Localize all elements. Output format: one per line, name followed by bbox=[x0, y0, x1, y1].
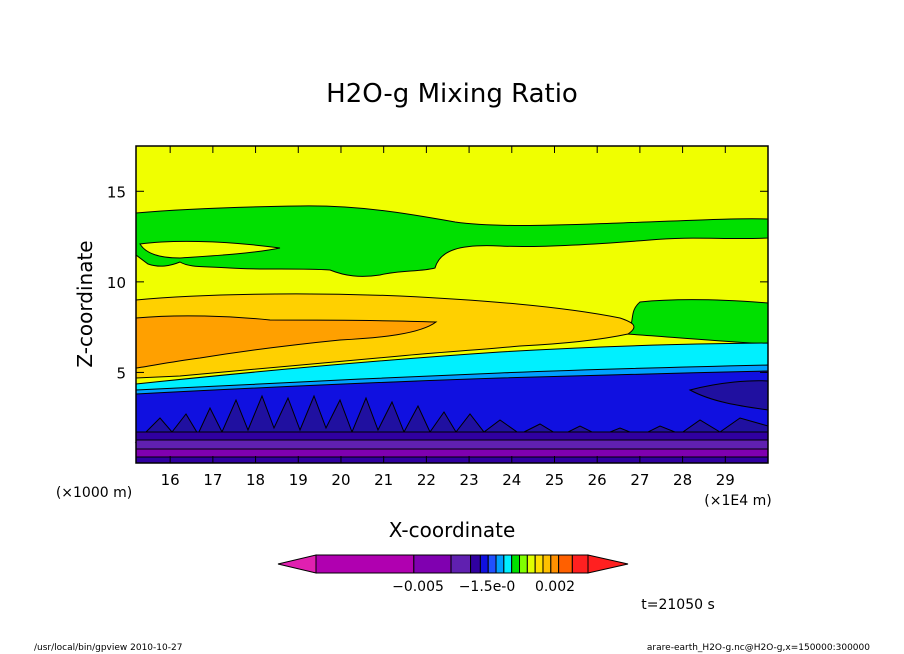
colorbar-segment bbox=[534, 554, 544, 574]
x-tick-label: 27 bbox=[630, 471, 649, 489]
colorbar-segment bbox=[450, 554, 472, 574]
x-tick-label: 26 bbox=[588, 471, 607, 489]
x-tick-label: 23 bbox=[460, 471, 479, 489]
colorbar-segment bbox=[470, 554, 481, 574]
contour-orange bbox=[135, 315, 438, 369]
colorbar-low-arrow bbox=[277, 554, 317, 574]
colorbar-segment bbox=[558, 554, 573, 574]
colorbar-segment bbox=[487, 554, 497, 574]
contour-bottom bbox=[135, 456, 769, 464]
x-tick-label: 24 bbox=[502, 471, 521, 489]
contour-green-right bbox=[624, 299, 769, 345]
colorbar-segment bbox=[526, 554, 536, 574]
x-tick-label: 28 bbox=[673, 471, 692, 489]
footer-left: /usr/local/bin/gpview 2010-10-27 bbox=[34, 643, 182, 653]
x-tick-label: 29 bbox=[716, 471, 735, 489]
plot-area bbox=[134, 145, 769, 464]
contour-violet bbox=[135, 439, 769, 450]
colorbar-segment bbox=[519, 554, 528, 574]
colorbar-label-1: −0.005 bbox=[392, 579, 444, 595]
colorbar-segment bbox=[479, 554, 489, 574]
colorbar-segment bbox=[495, 554, 505, 574]
x-axis-ticks: 16 17 18 19 20 21 22 23 24 25 26 27 28 29 bbox=[161, 146, 735, 489]
colorbar-label-3: 0.002 bbox=[535, 579, 575, 595]
x-unit-label: (×1E4 m) bbox=[704, 493, 771, 509]
colorbar-segment bbox=[511, 554, 521, 574]
y-tick-label: 10 bbox=[107, 274, 126, 292]
y-tick-label: 5 bbox=[116, 364, 126, 382]
contour-purple bbox=[135, 448, 769, 458]
x-tick-label: 22 bbox=[417, 471, 436, 489]
time-annotation: t=21050 s bbox=[641, 597, 715, 613]
y-axis-ticks: 5 10 15 bbox=[107, 183, 768, 382]
colorbar-segment bbox=[571, 554, 589, 574]
y-tick-label: 15 bbox=[107, 183, 126, 201]
contour-yellow-pocket bbox=[139, 240, 281, 259]
x-tick-label: 21 bbox=[374, 471, 393, 489]
x-tick-label: 16 bbox=[161, 471, 180, 489]
x-tick-label: 18 bbox=[246, 471, 265, 489]
footer-right: arare-earth_H2O-g.nc@H2O-g,x=150000:3000… bbox=[647, 643, 870, 653]
y-axis-label: Z-coordinate bbox=[73, 240, 97, 367]
colorbar-segment bbox=[550, 554, 560, 574]
colorbar-segment bbox=[315, 554, 415, 574]
colorbar-segment bbox=[503, 554, 513, 574]
colorbar-label-2: −1.5e-0 bbox=[459, 579, 516, 595]
chart-title: H2O-g Mixing Ratio bbox=[326, 79, 578, 109]
x-tick-label: 19 bbox=[289, 471, 308, 489]
colorbar-high-arrow bbox=[587, 554, 629, 574]
x-tick-label: 25 bbox=[545, 471, 564, 489]
colorbar-segment bbox=[542, 554, 552, 574]
x-tick-label: 20 bbox=[331, 471, 350, 489]
x-axis-label: X-coordinate bbox=[389, 518, 516, 542]
plot-frame bbox=[135, 145, 769, 464]
y-unit-label: (×1000 m) bbox=[56, 485, 132, 501]
colorbar-segment bbox=[413, 554, 452, 574]
x-tick-label: 17 bbox=[203, 471, 222, 489]
contour-green-upper bbox=[135, 205, 769, 277]
contour-indigo bbox=[135, 431, 769, 441]
colorbar bbox=[277, 554, 629, 574]
